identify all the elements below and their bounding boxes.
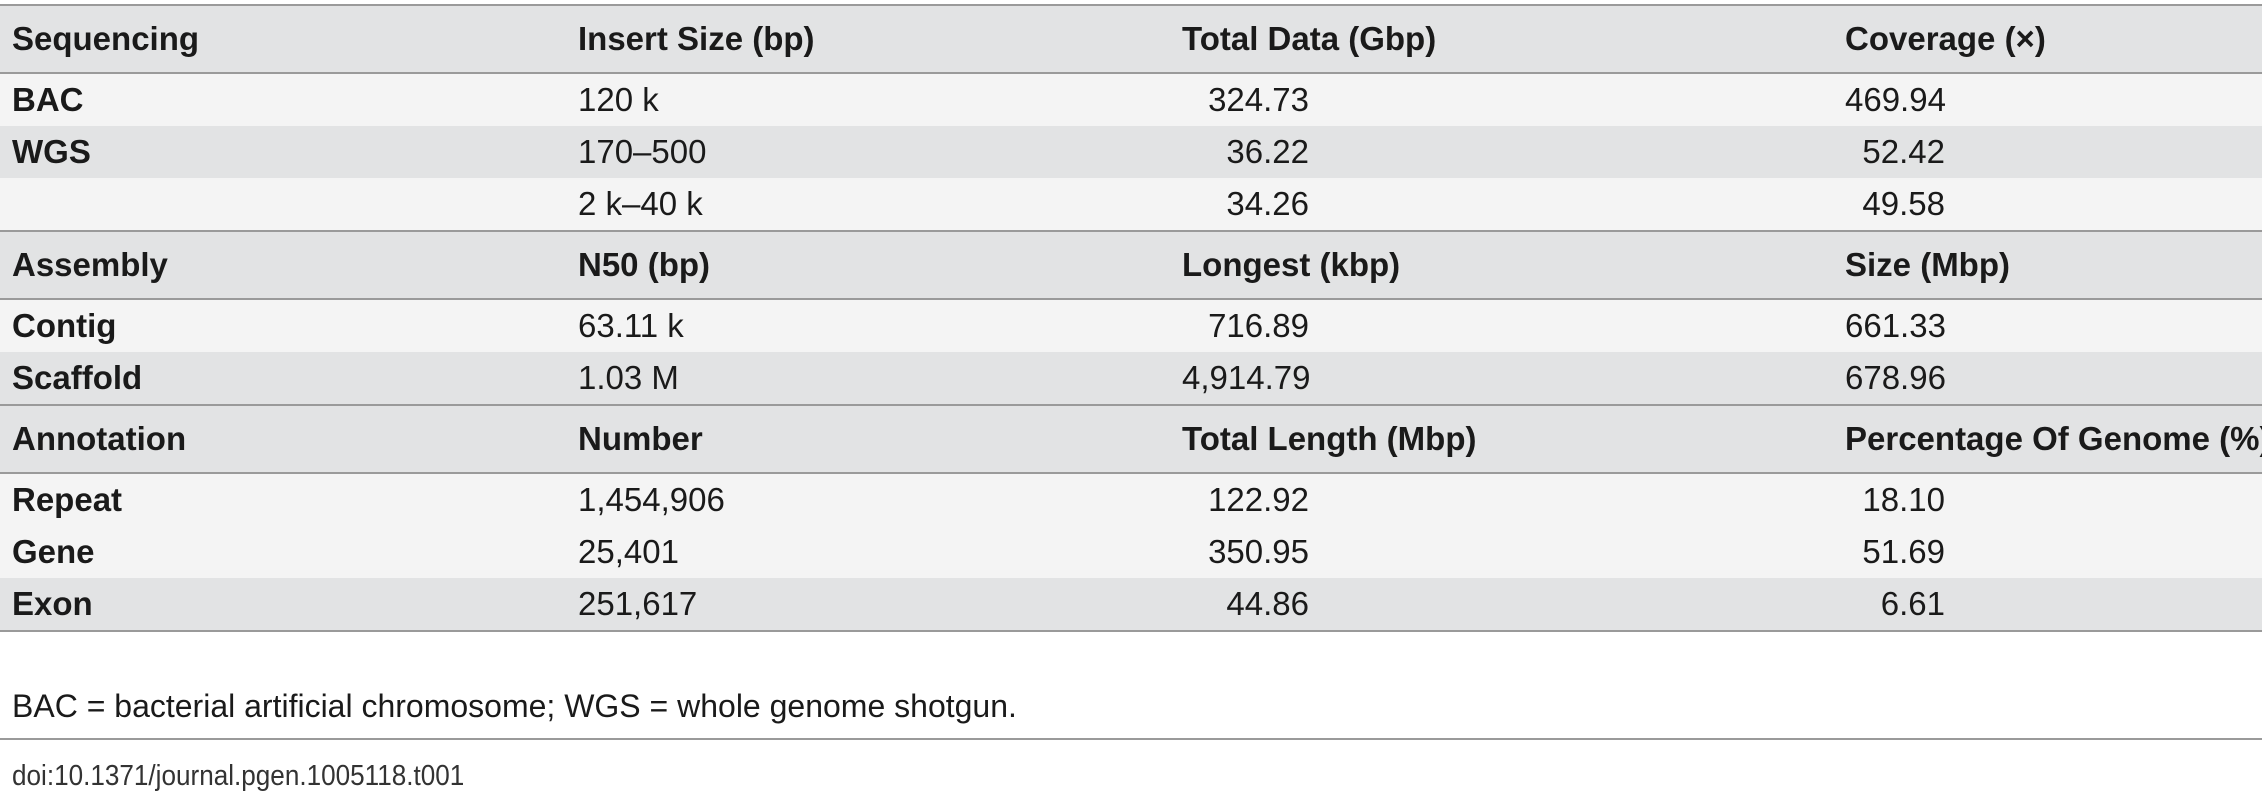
table-cell: 251,617 xyxy=(566,578,1170,631)
cell-value: 18.10 xyxy=(1862,481,1945,518)
cell-value: 324.73 xyxy=(1208,81,1309,118)
cell-value: 678.96 xyxy=(1845,359,1946,396)
assembly-header-row: Assembly N50 (bp) Longest (kbp) Size (Mb… xyxy=(0,231,2262,299)
cell-value: 34.26 xyxy=(1226,185,1309,222)
table-cell: 324.73 xyxy=(1170,73,1833,126)
column-header: Total Length (Mbp) xyxy=(1170,405,1833,473)
table-row: Gene 25,401 350.95 51.69 xyxy=(0,526,2262,578)
table-cell: 678.96 xyxy=(1833,352,2262,405)
row-label xyxy=(0,178,566,231)
table-cell: 51.69 xyxy=(1833,526,2262,578)
column-header: Assembly xyxy=(0,231,566,299)
row-label: Exon xyxy=(0,578,566,631)
table-cell: 1.03 M xyxy=(566,352,1170,405)
cell-value: 52.42 xyxy=(1862,133,1945,170)
row-label: WGS xyxy=(0,126,566,178)
table-cell: 25,401 xyxy=(566,526,1170,578)
column-header: Size (Mbp) xyxy=(1833,231,2262,299)
table-cell: 2 k–40 k xyxy=(566,178,1170,231)
column-header: Insert Size (bp) xyxy=(566,5,1170,73)
row-label: Contig xyxy=(0,299,566,352)
column-header: Longest (kbp) xyxy=(1170,231,1833,299)
cell-value: 661.33 xyxy=(1845,307,1946,344)
table-cell: 4,914.79 xyxy=(1170,352,1833,405)
table-row: Contig 63.11 k 716.89 661.33 xyxy=(0,299,2262,352)
row-label: Gene xyxy=(0,526,566,578)
genome-summary-table: Sequencing Insert Size (bp) Total Data (… xyxy=(0,4,2262,632)
table-row: Exon 251,617 44.86 6.61 xyxy=(0,578,2262,631)
table-cell: 1,454,906 xyxy=(566,473,1170,526)
table-cell: 120 k xyxy=(566,73,1170,126)
cell-value: 44.86 xyxy=(1226,585,1309,622)
table-row: Repeat 1,454,906 122.92 18.10 xyxy=(0,473,2262,526)
cell-value: 122.92 xyxy=(1208,481,1309,518)
divider xyxy=(0,738,2262,740)
genome-summary-table-container: Sequencing Insert Size (bp) Total Data (… xyxy=(0,4,2262,632)
table-footnote: BAC = bacterial artificial chromosome; W… xyxy=(12,688,1017,724)
table-cell: 34.26 xyxy=(1170,178,1833,231)
cell-value: 4,914.79 xyxy=(1182,359,1311,396)
table-cell: 716.89 xyxy=(1170,299,1833,352)
column-header: N50 (bp) xyxy=(566,231,1170,299)
table-cell: 18.10 xyxy=(1833,473,2262,526)
cell-value: 6.61 xyxy=(1880,585,1945,622)
table-row: BAC 120 k 324.73 469.94 xyxy=(0,73,2262,126)
column-header: Total Data (Gbp) xyxy=(1170,5,1833,73)
row-label: Scaffold xyxy=(0,352,566,405)
cell-value: 716.89 xyxy=(1208,307,1309,344)
table-row: 2 k–40 k 34.26 49.58 xyxy=(0,178,2262,231)
column-header: Coverage (×) xyxy=(1833,5,2262,73)
cell-value: 49.58 xyxy=(1862,185,1945,222)
column-header: Sequencing xyxy=(0,5,566,73)
row-label: Repeat xyxy=(0,473,566,526)
table-cell: 122.92 xyxy=(1170,473,1833,526)
table-cell: 36.22 xyxy=(1170,126,1833,178)
table-cell: 469.94 xyxy=(1833,73,2262,126)
table-cell: 49.58 xyxy=(1833,178,2262,231)
table-cell: 63.11 k xyxy=(566,299,1170,352)
table-cell: 6.61 xyxy=(1833,578,2262,631)
table-cell: 44.86 xyxy=(1170,578,1833,631)
annotation-header-row: Annotation Number Total Length (Mbp) Per… xyxy=(0,405,2262,473)
table-cell: 52.42 xyxy=(1833,126,2262,178)
table-cell: 170–500 xyxy=(566,126,1170,178)
cell-value: 350.95 xyxy=(1208,533,1309,570)
doi-link[interactable]: doi:10.1371/journal.pgen.1005118.t001 xyxy=(12,760,465,792)
cell-value: 469.94 xyxy=(1845,81,1946,118)
table-row: WGS 170–500 36.22 52.42 xyxy=(0,126,2262,178)
sequencing-header-row: Sequencing Insert Size (bp) Total Data (… xyxy=(0,5,2262,73)
column-header: Annotation xyxy=(0,405,566,473)
row-label: BAC xyxy=(0,73,566,126)
table-cell: 661.33 xyxy=(1833,299,2262,352)
column-header: Number xyxy=(566,405,1170,473)
column-header: Percentage Of Genome (%) xyxy=(1833,405,2262,473)
cell-value: 36.22 xyxy=(1226,133,1309,170)
table-cell: 350.95 xyxy=(1170,526,1833,578)
cell-value: 51.69 xyxy=(1862,533,1945,570)
table-row: Scaffold 1.03 M 4,914.79 678.96 xyxy=(0,352,2262,405)
